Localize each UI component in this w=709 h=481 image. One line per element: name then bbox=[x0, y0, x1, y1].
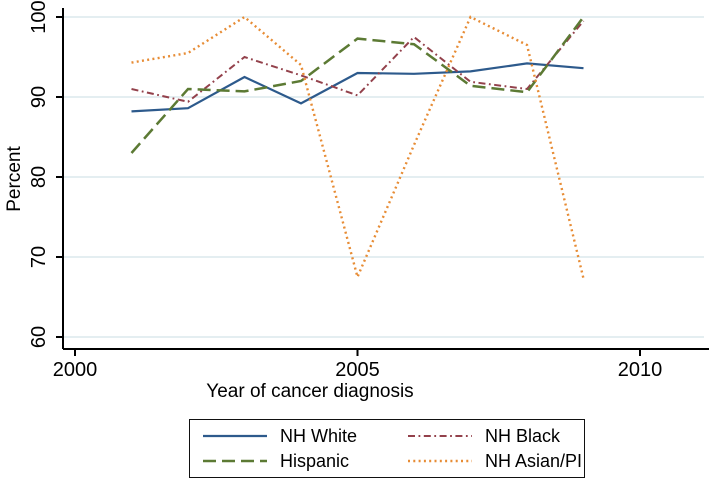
x-axis-title: Year of cancer diagnosis bbox=[206, 381, 414, 402]
svg-text:90: 90 bbox=[28, 86, 50, 108]
svg-text:2005: 2005 bbox=[335, 359, 380, 381]
svg-text:2000: 2000 bbox=[53, 359, 98, 381]
y-axis-title: Percent bbox=[4, 146, 25, 212]
legend-label: NH Black bbox=[485, 426, 561, 446]
svg-text:60: 60 bbox=[28, 326, 50, 348]
legend-item-hispanic: Hispanic bbox=[202, 450, 407, 472]
svg-text:2010: 2010 bbox=[618, 359, 663, 381]
hispanic-line-swatch bbox=[203, 459, 267, 463]
plot-area: 60 70 80 90 100 2000 2005 2010 bbox=[28, 0, 709, 381]
svg-text:100: 100 bbox=[28, 0, 50, 33]
legend-item-nh-white: NH White bbox=[202, 425, 407, 447]
legend-label: NH Asian/PI bbox=[485, 451, 583, 471]
svg-text:80: 80 bbox=[28, 166, 50, 188]
legend-item-nh-black: NH Black bbox=[407, 425, 584, 447]
legend: NH White NH Black Hispanic NH Asian/PI bbox=[189, 419, 585, 478]
nh-asian-pi-line-swatch bbox=[408, 459, 472, 463]
legend-label: NH White bbox=[280, 426, 358, 446]
svg-text:70: 70 bbox=[28, 246, 50, 268]
legend-label: Hispanic bbox=[280, 451, 350, 471]
legend-item-nh-asian-pi: NH Asian/PI bbox=[407, 450, 584, 472]
nh-white-line-swatch bbox=[203, 434, 267, 438]
nh-black-line-swatch bbox=[408, 435, 472, 437]
